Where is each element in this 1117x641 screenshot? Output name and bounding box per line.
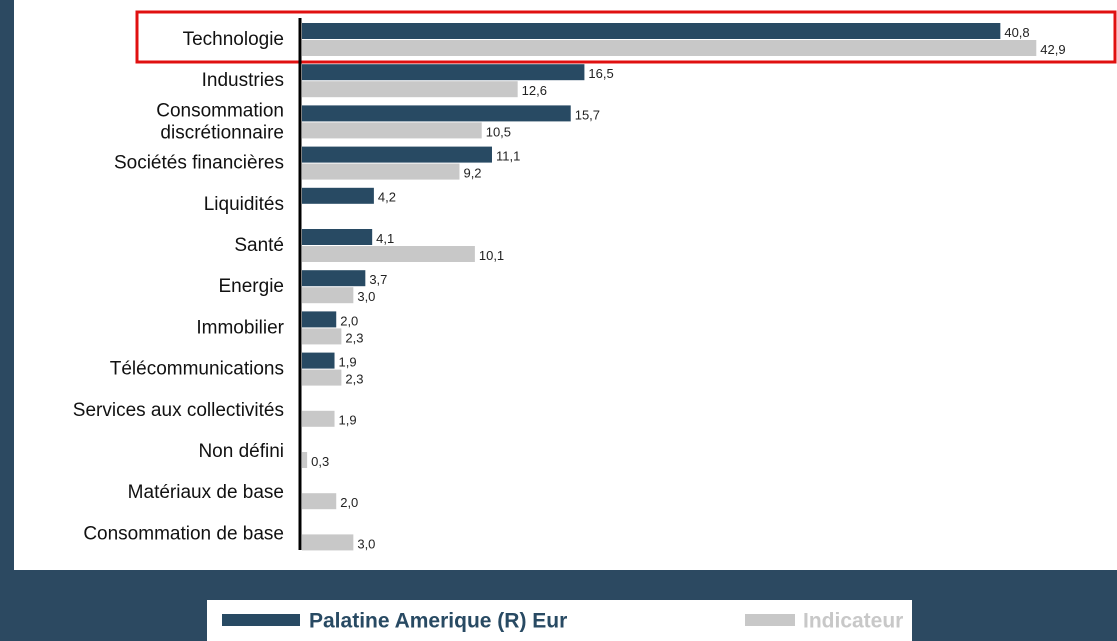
bar (302, 452, 308, 468)
highlight-box (135, 10, 1117, 64)
bar (302, 410, 335, 427)
value-label: 10,5 (486, 124, 511, 139)
bar (302, 146, 492, 163)
bar (302, 163, 460, 180)
legend-swatch (745, 614, 795, 626)
bar (302, 328, 342, 345)
value-label: 2,3 (345, 372, 363, 387)
value-label: 40,8 (1004, 25, 1029, 40)
category-label: Technologie (183, 29, 284, 50)
bar (302, 369, 342, 386)
category-label: Consommation (156, 100, 284, 121)
bar (302, 352, 335, 369)
bar (302, 23, 1001, 39)
legend-label: Palatine Amerique (R) Eur (309, 610, 567, 633)
value-label: 0,3 (311, 454, 329, 469)
value-label: 2,0 (340, 313, 358, 328)
value-label: 15,7 (575, 107, 600, 122)
bar (302, 311, 337, 328)
value-label: 3,0 (357, 536, 375, 551)
value-label: 9,2 (463, 166, 481, 181)
bar (302, 229, 373, 245)
bar (302, 287, 354, 304)
legend-label: Indicateur (803, 610, 903, 633)
legend-swatch (222, 614, 300, 626)
value-label: 3,0 (357, 289, 375, 304)
value-label: 4,1 (376, 231, 394, 246)
category-label: Liquidités (204, 194, 284, 215)
value-label: 1,9 (339, 413, 357, 428)
value-label: 2,3 (345, 330, 363, 345)
bar (302, 534, 354, 551)
value-label: 11,1 (496, 149, 520, 164)
category-label: Industries (202, 70, 284, 91)
category-label: Non défini (198, 441, 284, 462)
category-label: Santé (234, 235, 284, 256)
bar (302, 81, 518, 98)
value-label: 3,7 (369, 272, 387, 287)
category-label: Services aux collectivités (73, 400, 284, 421)
category-label: Télécommunications (110, 359, 284, 380)
value-label: 4,2 (378, 190, 396, 205)
bar (302, 187, 374, 204)
value-label: 10,1 (479, 248, 504, 263)
bar (302, 105, 571, 122)
bar (302, 40, 1037, 56)
value-label: 42,9 (1040, 42, 1065, 57)
value-label: 16,5 (588, 66, 613, 81)
category-label: Energie (219, 276, 285, 297)
bar (302, 64, 585, 81)
value-label: 12,6 (522, 83, 547, 98)
bar (302, 493, 337, 510)
category-label: Sociétés financières (114, 153, 284, 174)
category-label: Matériaux de base (128, 482, 284, 503)
bar (302, 270, 366, 287)
category-label: Immobilier (196, 317, 284, 338)
category-label: discrétionnaire (160, 122, 284, 143)
bar (302, 246, 475, 262)
category-label: Consommation de base (83, 523, 284, 544)
bar (302, 122, 482, 139)
value-label: 1,9 (339, 355, 357, 370)
chart-panel (14, 0, 1117, 570)
value-label: 2,0 (340, 495, 358, 510)
